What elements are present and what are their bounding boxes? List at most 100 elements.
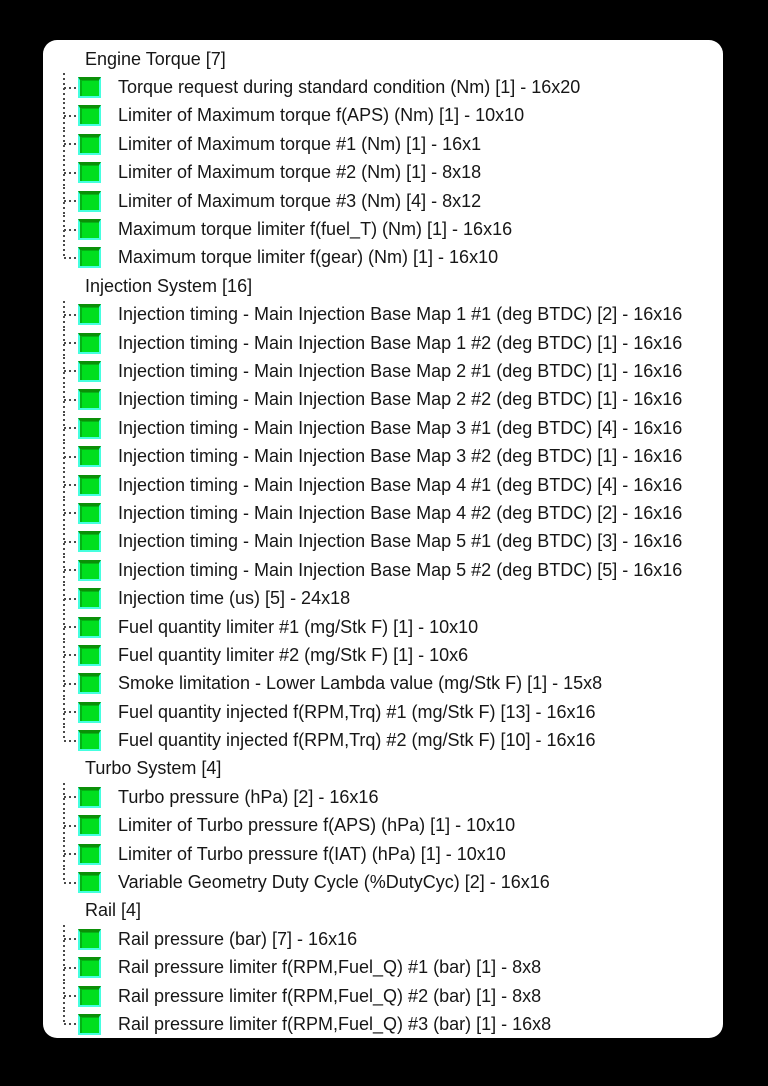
map-icon: [78, 786, 101, 808]
map-list-item[interactable]: Turbo pressure (hPa) [2] - 16x16: [43, 783, 723, 812]
map-list-item[interactable]: Fuel quantity injected f(RPM,Trq) #2 (mg…: [43, 726, 723, 754]
tree-connector-horizontal: [64, 370, 79, 373]
tree-connector-horizontal: [64, 512, 79, 515]
map-icon: [78, 1013, 101, 1035]
map-list-item[interactable]: Injection time (us) [5] - 24x18: [43, 584, 723, 613]
map-list-item[interactable]: Smoke limitation - Lower Lambda value (m…: [43, 669, 723, 698]
map-item-label: Torque request during standard condition…: [118, 77, 581, 98]
map-icon: [78, 105, 101, 127]
tree-connector-horizontal: [64, 398, 79, 401]
tree-connector-vertical: [63, 243, 65, 258]
map-list-item[interactable]: Fuel quantity limiter #2 (mg/Stk F) [1] …: [43, 641, 723, 670]
map-list-item[interactable]: Fuel quantity limiter #1 (mg/Stk F) [1] …: [43, 612, 723, 642]
map-list-item[interactable]: Rail pressure limiter f(RPM,Fuel_Q) #3 (…: [43, 1010, 723, 1038]
tree-connector-horizontal: [64, 484, 79, 487]
map-list-item[interactable]: Injection timing - Main Injection Base M…: [43, 357, 723, 386]
map-item-label: Smoke limitation - Lower Lambda value (m…: [118, 673, 603, 694]
tree-connector-horizontal: [64, 427, 79, 430]
map-tree: Engine Torque [7] Torque request during s…: [43, 45, 723, 1038]
map-list-item[interactable]: Injection timing - Main Injection Base M…: [43, 499, 723, 528]
map-item-label: Fuel quantity injected f(RPM,Trq) #2 (mg…: [118, 730, 596, 751]
map-list-item[interactable]: Maximum torque limiter f(gear) (Nm) [1] …: [43, 243, 723, 272]
map-icon: [78, 644, 101, 666]
map-list-item[interactable]: Limiter of Maximum torque f(APS) (Nm) [1…: [43, 101, 723, 131]
map-item-label: Injection timing - Main Injection Base M…: [118, 304, 683, 325]
map-list-item[interactable]: Rail pressure limiter f(RPM,Fuel_Q) #1 (…: [43, 953, 723, 982]
map-icon: [78, 588, 101, 610]
map-item-label: Injection timing - Main Injection Base M…: [118, 474, 683, 495]
tree-connector-horizontal: [64, 143, 79, 146]
map-icon: [78, 474, 101, 496]
map-list-item[interactable]: Injection timing - Main Injection Base M…: [43, 385, 723, 415]
tree-connector-horizontal: [64, 569, 79, 572]
map-icon: [78, 133, 101, 155]
tree-connector-horizontal: [64, 342, 79, 345]
tree-connector-horizontal: [64, 711, 79, 714]
tree-connector-horizontal: [64, 540, 79, 543]
map-item-label: Injection timing - Main Injection Base M…: [118, 531, 683, 552]
map-icon: [78, 219, 101, 241]
tree-connector-horizontal: [64, 171, 79, 174]
map-item-label: Rail pressure limiter f(RPM,Fuel_Q) #1 (…: [118, 957, 542, 978]
tree-section-3[interactable]: Turbo System [4]: [43, 755, 723, 783]
map-list-item[interactable]: Injection timing - Main Injection Base M…: [43, 556, 723, 585]
map-list-item[interactable]: Injection timing - Main Injection Base M…: [43, 328, 723, 358]
map-item-label: Injection timing - Main Injection Base M…: [118, 417, 683, 438]
map-list-item[interactable]: Injection timing - Main Injection Base M…: [43, 442, 723, 471]
map-list-item[interactable]: Limiter of Maximum torque #2 (Nm) [1] - …: [43, 158, 723, 187]
map-list-item[interactable]: Maximum torque limiter f(fuel_T) (Nm) [1…: [43, 215, 723, 244]
tree-connector-horizontal: [64, 313, 79, 316]
tree-connector-horizontal: [64, 966, 79, 969]
tree-section-1[interactable]: Engine Torque [7]: [43, 45, 723, 73]
tree-connector-horizontal: [64, 682, 79, 685]
tree-connector-vertical: [63, 868, 65, 883]
map-icon: [78, 559, 101, 581]
map-list-item[interactable]: Limiter of Turbo pressure f(APS) (hPa) […: [43, 811, 723, 840]
tree-section-label: Engine Torque [7]: [85, 48, 226, 69]
map-list-item[interactable]: Fuel quantity injected f(RPM,Trq) #1 (mg…: [43, 697, 723, 727]
map-list-item[interactable]: Limiter of Maximum torque #1 (Nm) [1] - …: [43, 130, 723, 159]
tree-connector-horizontal: [64, 1023, 79, 1026]
tree-connector-horizontal: [64, 597, 79, 600]
map-item-label: Limiter of Maximum torque #3 (Nm) [4] - …: [118, 190, 482, 211]
map-icon: [78, 247, 101, 269]
map-icon: [78, 815, 101, 837]
map-list-item[interactable]: Rail pressure limiter f(RPM,Fuel_Q) #2 (…: [43, 981, 723, 1011]
map-item-label: Rail pressure limiter f(RPM,Fuel_Q) #3 (…: [118, 1013, 552, 1034]
tree-connector-horizontal: [64, 995, 79, 998]
map-list-item[interactable]: Injection timing - Main Injection Base M…: [43, 527, 723, 557]
map-list-item[interactable]: Limiter of Turbo pressure f(IAT) (hPa) […: [43, 839, 723, 869]
tree-section-4[interactable]: Rail [4]: [43, 897, 723, 925]
tree-connector-horizontal: [64, 654, 79, 657]
map-icon: [78, 332, 101, 354]
map-list-item[interactable]: Variable Geometry Duty Cycle (%DutyCyc) …: [43, 868, 723, 896]
tree-connector-vertical: [63, 1010, 65, 1025]
map-item-label: Limiter of Maximum torque #2 (Nm) [1] - …: [118, 162, 482, 183]
map-list-item[interactable]: Rail pressure (bar) [7] - 16x16: [43, 925, 723, 954]
map-list-item[interactable]: Torque request during standard condition…: [43, 73, 723, 102]
map-item-label: Fuel quantity injected f(RPM,Trq) #1 (mg…: [118, 701, 596, 722]
tree-connector-horizontal: [64, 739, 79, 742]
map-item-label: Maximum torque limiter f(gear) (Nm) [1] …: [118, 247, 499, 268]
map-item-label: Injection timing - Main Injection Base M…: [118, 446, 683, 467]
tree-connector-horizontal: [64, 114, 79, 117]
map-list-item[interactable]: Injection timing - Main Injection Base M…: [43, 300, 723, 329]
map-list-item[interactable]: Injection timing - Main Injection Base M…: [43, 414, 723, 443]
tree-section-2[interactable]: Injection System [16]: [43, 272, 723, 300]
map-item-label: Limiter of Turbo pressure f(APS) (hPa) […: [118, 815, 516, 836]
tree-connector-horizontal: [64, 256, 79, 259]
map-list-item[interactable]: Limiter of Maximum torque #3 (Nm) [4] - …: [43, 186, 723, 216]
map-icon: [78, 190, 101, 212]
map-list-item[interactable]: Injection timing - Main Injection Base M…: [43, 470, 723, 500]
map-item-label: Rail pressure limiter f(RPM,Fuel_Q) #2 (…: [118, 985, 542, 1006]
map-icon: [78, 502, 101, 524]
map-item-label: Maximum torque limiter f(fuel_T) (Nm) [1…: [118, 219, 513, 240]
map-item-label: Injection timing - Main Injection Base M…: [118, 360, 683, 381]
map-item-label: Injection timing - Main Injection Base M…: [118, 559, 683, 580]
map-item-label: Variable Geometry Duty Cycle (%DutyCyc) …: [118, 872, 550, 893]
map-icon: [78, 730, 101, 752]
map-item-label: Fuel quantity limiter #2 (mg/Stk F) [1] …: [118, 644, 469, 665]
tree-connector-vertical: [63, 726, 65, 741]
map-icon: [78, 446, 101, 468]
